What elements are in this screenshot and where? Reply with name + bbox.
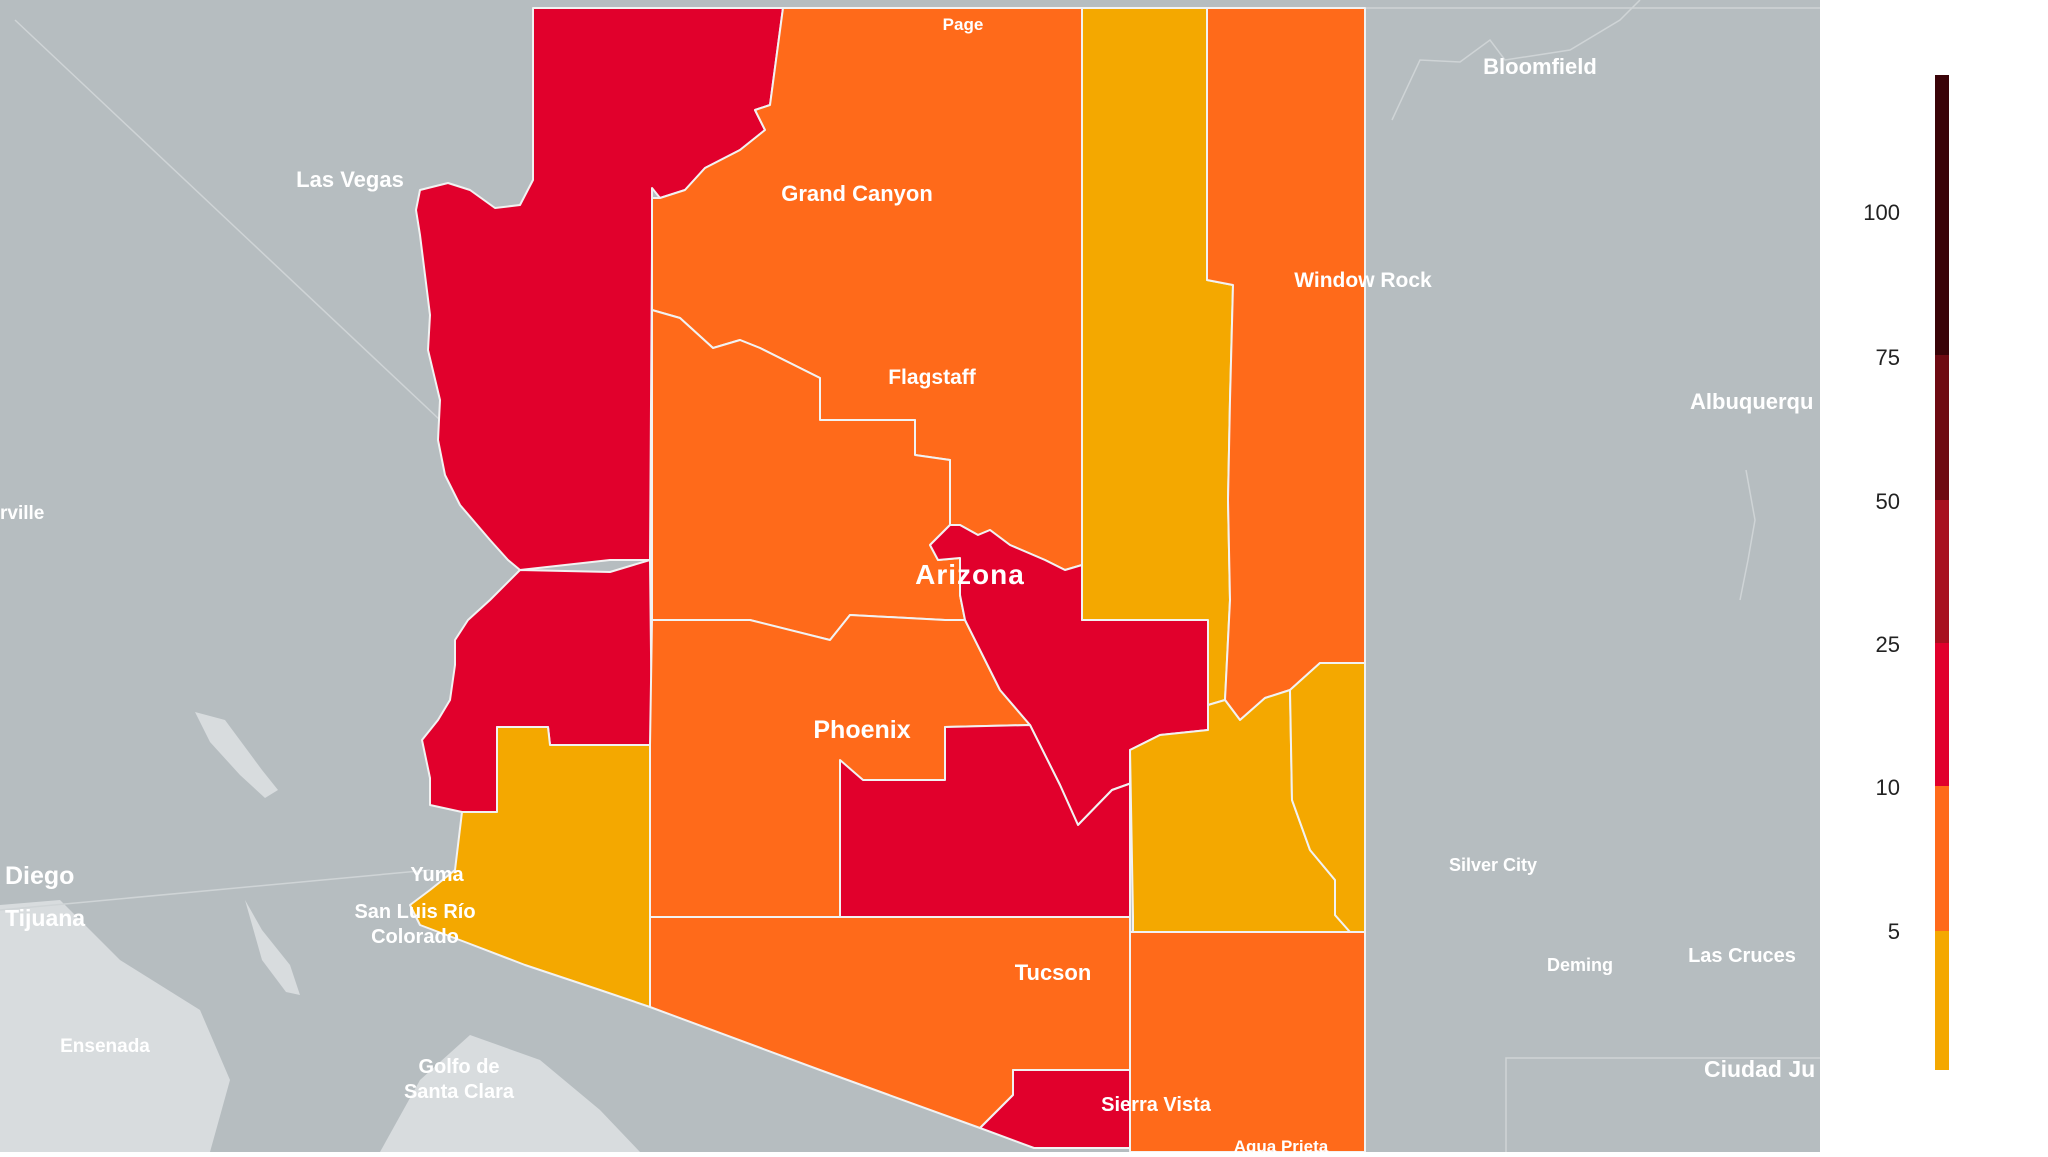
city-label-golfo-de: Golfo de [418,1056,499,1078]
city-label-yuma: Yuma [410,864,464,886]
legend-band-5 [1935,931,1949,1070]
state-boundary-line [14,19,441,421]
city-label-window-rock: Window Rock [1294,269,1432,292]
city-label-page: Page [943,15,984,34]
map-labels: Page Bloomfield Las Vegas Grand Canyon W… [0,15,1815,1152]
legend-svg: 100 75 50 25 10 5 [1863,75,1949,1070]
city-label-phoenix: Phoenix [813,716,910,744]
legend-band-1 [1935,355,1949,500]
legend-tick-75: 75 [1876,345,1900,370]
legend-tick-5: 5 [1888,919,1900,944]
salton-sea [195,712,278,798]
city-label-ensenada: Ensenada [60,1036,150,1057]
city-label-colorado: Colorado [371,926,459,948]
city-label-ciudad-juarez: Ciudad Ju [1704,1056,1815,1082]
gulf-of-california [380,1035,640,1152]
city-label-tijuana: Tijuana [5,905,85,931]
pacific-ocean [0,900,230,1152]
county-santa-cruz[interactable] [979,1069,1131,1149]
city-label-san-luis-rio: San Luis Río [354,901,475,923]
county-greenlee[interactable] [1289,662,1366,933]
color-legend: 100 75 50 25 10 5 [1820,0,2048,1152]
city-label-flagstaff: Flagstaff [888,366,977,389]
map[interactable]: Page Bloomfield Las Vegas Grand Canyon W… [0,0,1820,1152]
legend-ticks: 100 75 50 25 10 5 [1863,200,1900,944]
city-label-rville: rville [0,503,44,524]
border-line-mexico-west [0,869,431,911]
city-label-albuquerque: Albuquerqu [1690,389,1813,414]
river-rio-grande [1739,469,1756,601]
county-apache[interactable] [1206,7,1366,721]
legend-band-2 [1935,500,1949,643]
legend-band-3 [1935,643,1949,786]
river-san-juan [1391,0,1641,121]
city-label-las-vegas: Las Vegas [296,167,404,192]
legend-band-0 [1935,75,1949,355]
legend-color-bar [1935,75,1949,1070]
border-line-mexico-east [1505,1057,1820,1152]
city-label-grand-canyon: Grand Canyon [781,181,933,206]
legend-tick-100: 100 [1863,200,1900,225]
city-label-tucson: Tucson [1015,960,1092,985]
city-label-sierra-vista: Sierra Vista [1101,1094,1212,1116]
state-label: Arizona [915,559,1025,590]
legend-tick-50: 50 [1876,489,1900,514]
city-label-santa-clara: Santa Clara [404,1081,515,1103]
city-label-bloomfield: Bloomfield [1483,54,1597,79]
county-yuma[interactable] [409,726,651,1008]
legend-tick-25: 25 [1876,632,1900,657]
legend-tick-10: 10 [1876,775,1900,800]
city-label-agua-prieta: Agua Prieta [1234,1137,1329,1152]
baja-lagoon [245,900,300,995]
city-label-diego: Diego [5,862,74,890]
legend-band-4 [1935,786,1949,931]
county-cochise[interactable] [1129,931,1366,1152]
city-label-las-cruces: Las Cruces [1688,945,1796,967]
city-label-silver-city: Silver City [1449,855,1537,875]
city-label-deming: Deming [1547,955,1613,975]
counties [409,7,1366,1152]
